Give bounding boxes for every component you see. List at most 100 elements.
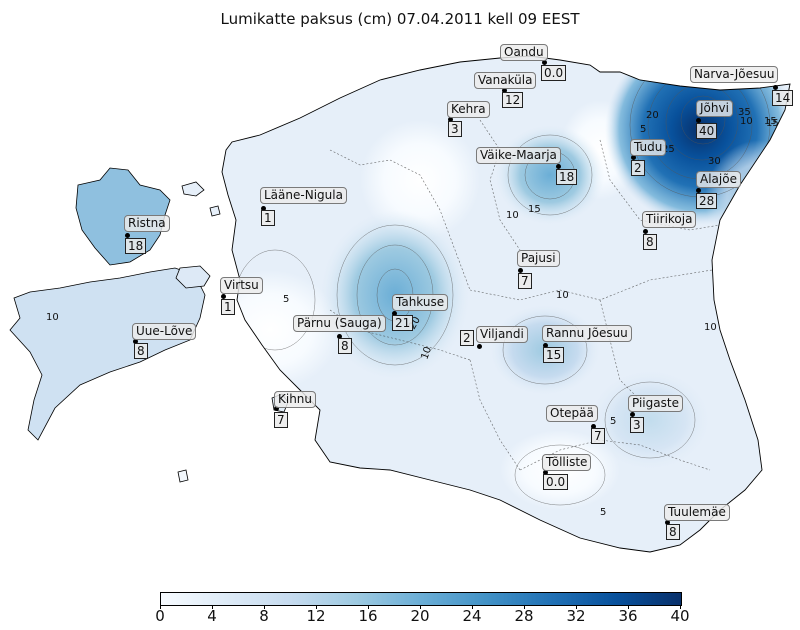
station-value: 1 [221,299,235,315]
station-name: Tiirikoja [642,211,697,228]
station-marker [591,424,596,429]
colorbar-tick-label: 20 [410,607,430,625]
station-marker [630,412,635,417]
station-name: Tudu [630,139,667,156]
muhu-island [175,265,211,289]
station-name: Tuulemäe [664,504,730,521]
station-marker [337,334,342,339]
station-name: Virtsu [220,277,263,294]
station-name: Uue-Lõve [132,323,197,340]
contour-label: 15 [766,118,779,129]
station-value: 7 [274,412,288,428]
station-name: Pajusi [517,250,560,267]
colorbar-tick [524,605,525,609]
station-value: 40 [696,123,718,139]
station-marker [543,470,548,475]
station-name: Otepää [546,405,598,422]
station-name: Piigaste [628,395,683,412]
station-marker [502,88,507,93]
station-marker [543,343,548,348]
station-name: Väike-Maarja [476,147,561,164]
station-value: 2 [460,330,474,346]
station-value: 8 [338,338,352,354]
station-value: 12 [502,92,524,108]
colorbar-tick-label: 0 [155,607,165,625]
contour-label: 20 [646,110,659,121]
station-value: 28 [696,193,718,209]
station-marker [696,118,701,123]
station-marker [274,406,279,411]
contour-label: 25 [662,144,675,155]
colorbar-tick-label: 40 [670,607,690,625]
station-value: 8 [134,343,148,359]
station-value: 7 [591,428,605,444]
colorbar-tick [680,605,681,609]
station-name: Vanaküla [474,72,537,89]
station-value: 2 [631,160,645,176]
station-marker [448,117,453,122]
station-name: Kehra [447,101,490,118]
station-value: 8 [643,234,657,250]
colorbar-tick-label: 4 [207,607,217,625]
station-marker [556,164,561,169]
station-marker [261,206,266,211]
station-name: Rannu Jõesuu [542,325,632,342]
colorbar-tick-label: 8 [259,607,269,625]
station-value: 14 [772,90,794,106]
station-name: Ristna [124,215,170,232]
contour-label: 10 [419,345,434,361]
station-marker [477,344,482,349]
station-name: Oandu [500,44,548,61]
colorbar-tick [576,605,577,609]
contour-label: 30 [708,156,721,167]
station-marker [542,60,547,65]
colorbar [160,592,682,606]
colorbar-tick [160,605,161,609]
map-title: Lumikatte paksus (cm) 07.04.2011 kell 09… [220,10,580,28]
colorbar-tick-label: 28 [514,607,534,625]
station-name: Tahkuse [392,294,449,311]
ruhnu-island [177,469,189,483]
station-name: Jõhvi [696,100,733,117]
contour-label: 5 [640,124,646,135]
colorbar-tick [264,605,265,609]
station-name: Lääne-Nigula [260,187,347,204]
station-value: 0.0 [543,474,569,490]
colorbar-tick [420,605,421,609]
station-value: 0.0 [541,65,567,81]
saaremaa-island [9,267,206,441]
contour-label: 10 [556,290,569,301]
contour-label: 10 [506,210,519,221]
station-value: 1 [261,210,275,226]
station-marker [125,233,130,238]
station-value: 8 [666,524,680,540]
colorbar-tick-label: 24 [462,607,482,625]
colorbar-tick-label: 12 [306,607,326,625]
colorbar-tick [316,605,317,609]
colorbar-tick [368,605,369,609]
station-marker [631,155,636,160]
contour-label: 15 [764,116,777,127]
coast-islet [209,205,221,217]
colorbar-tick [212,605,213,609]
station-value: 7 [518,273,532,289]
station-marker [773,85,778,90]
station-value: 18 [125,238,147,254]
colorbar-tick-label: 36 [618,607,638,625]
station-marker [696,188,701,193]
station-name: Tõlliste [542,454,592,471]
contour-label: 10 [46,312,59,323]
station-marker [665,520,670,525]
station-value: 21 [392,315,414,331]
station-value: 3 [448,121,462,137]
station-name: Alajõe [696,171,741,188]
colorbar-tick-label: 16 [358,607,378,625]
contour-label: 15 [528,204,541,215]
station-marker [518,268,523,273]
station-value: 15 [543,347,565,363]
station-marker [221,294,226,299]
contour-label: 5 [283,294,289,305]
contour-label: 10 [740,116,753,127]
station-value: 3 [630,417,644,433]
